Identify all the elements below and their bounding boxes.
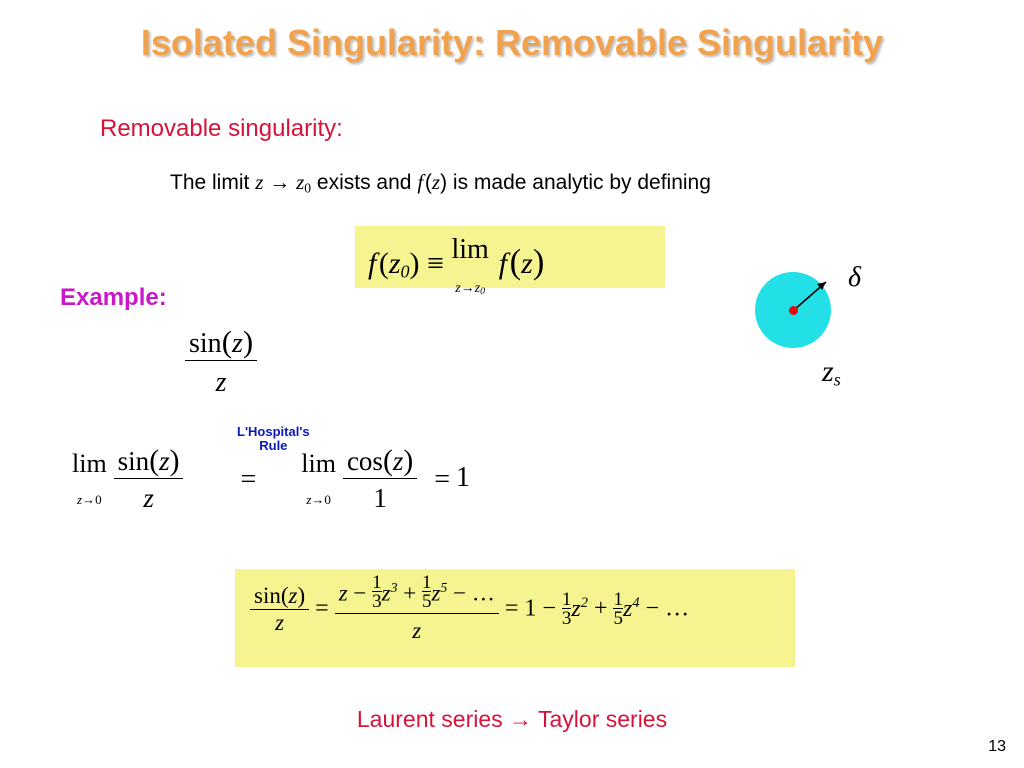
z-char: z [822, 355, 834, 388]
intro-pre: The limit [170, 171, 255, 194]
sin-text-3: sin [254, 583, 281, 608]
delta-label: δ [848, 262, 861, 294]
page-number: 13 [988, 738, 1006, 756]
lhospital-equation: lim z→0 sin(z) z = lim z→0 cos(z) 1 =1 [72, 445, 470, 514]
lim-text: lim [451, 234, 488, 265]
intro-post: is made analytic by defining [447, 171, 711, 194]
sin-text: sin [189, 328, 222, 359]
cos-text: cos [347, 446, 383, 476]
slide-title: Isolated Singularity: Removable Singular… [0, 22, 1024, 64]
arrow-glyph: → [269, 171, 290, 194]
caption-pre: Laurent series [357, 706, 509, 732]
math-z: z [255, 170, 263, 194]
sin-text-2: sin [118, 446, 150, 476]
intro-mid: exists and [311, 171, 417, 194]
definition-equation: f (z0) ≡ lim z→z0 f (z) [368, 232, 544, 300]
s-char: s [834, 370, 841, 390]
sinz-over-z: sin(z) z [185, 325, 257, 399]
sub-heading: Removable singularity: [100, 115, 343, 143]
caption-post: Taylor series [532, 706, 667, 732]
lim-text-2: lim [72, 449, 107, 478]
laurent-equation: sin(z) z = z − 13z3 + 15z5 − … z = 1 − 1… [250, 574, 689, 644]
lh-l1: L'Hospital's [237, 424, 310, 439]
intro-sentence: The limit z → z0 exists and f (z) is mad… [170, 170, 711, 196]
dots-1: … [472, 580, 495, 605]
caption-arrow: → [509, 706, 532, 732]
lim-text-3: lim [301, 449, 336, 478]
equiv-glyph: ≡ [427, 247, 444, 280]
radius-arrow [792, 276, 842, 316]
math-fz-inline: f [417, 170, 425, 194]
math-z-inline: z [432, 170, 440, 194]
singularity-dot [789, 306, 798, 315]
example-label: Example: [60, 284, 167, 312]
dots-2: … [665, 596, 689, 622]
laurent-caption: Laurent series → Taylor series [0, 706, 1024, 733]
zs-label: zs [822, 355, 841, 391]
